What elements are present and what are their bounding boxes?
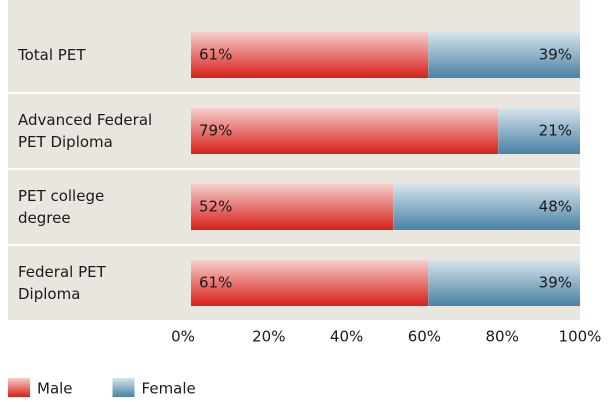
bar-segment	[393, 184, 580, 230]
bar-segment	[191, 260, 429, 306]
data-label: 39%	[539, 274, 572, 292]
bar-segment	[428, 260, 580, 306]
data-label: 52%	[199, 198, 232, 216]
data-label: 21%	[539, 122, 572, 140]
data-label: 79%	[199, 122, 232, 140]
bar-segment	[498, 108, 580, 154]
legend-swatch	[8, 378, 30, 397]
category-label: Advanced Federal PET Diploma	[18, 111, 153, 151]
category-label: Total PET	[18, 46, 86, 64]
x-tick-label: 80%	[486, 328, 519, 346]
data-label: 39%	[539, 46, 572, 64]
bar-segment	[191, 32, 429, 78]
x-tick-label: 60%	[408, 328, 441, 346]
legend-label: Male	[37, 380, 73, 398]
category-label: Federal PET Diploma	[18, 263, 106, 303]
data-label: 61%	[199, 46, 232, 64]
bar-segment	[191, 184, 394, 230]
x-tick-label: 40%	[330, 328, 363, 346]
x-tick-label: 0%	[171, 328, 195, 346]
data-label: 48%	[539, 198, 572, 216]
data-label: 61%	[199, 274, 232, 292]
category-label: PET college degree	[18, 187, 105, 227]
x-tick-label: 20%	[252, 328, 285, 346]
x-tick-label: 100%	[559, 328, 602, 346]
bar-segment	[191, 108, 499, 154]
bar-segment	[428, 32, 580, 78]
legend-label: Female	[142, 380, 196, 398]
legend-swatch	[112, 378, 135, 397]
